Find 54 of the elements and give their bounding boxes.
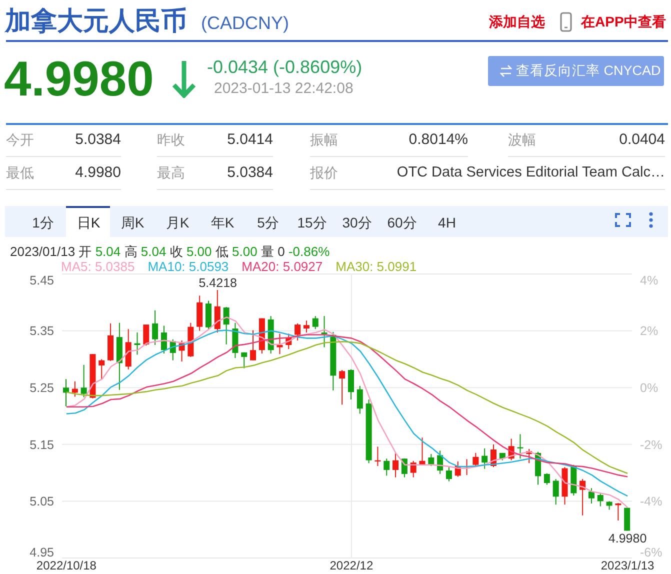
text: 在APP中查看 xyxy=(581,14,666,30)
x-tick-label: 2023/1/13 xyxy=(600,558,655,573)
text: 最低 xyxy=(6,164,34,182)
text: MA5: 5.0385 xyxy=(61,258,135,274)
x-tick-label: 2022/10/18 xyxy=(36,558,97,573)
text: 0.8014% xyxy=(408,131,468,149)
text: 年K xyxy=(210,214,234,232)
text: 波幅 xyxy=(508,132,536,148)
text: 查看反向汇率 CNYCAD xyxy=(516,62,661,80)
text: 周K xyxy=(120,214,144,232)
text: 今开 xyxy=(6,132,34,148)
text: -0.0434 (-0.8609%) xyxy=(207,57,362,79)
text: 加拿大元人民币 xyxy=(5,5,187,37)
annotation: 5.4218 xyxy=(198,276,238,290)
y-tick-label: 5.35 xyxy=(30,324,54,338)
text: 15分 xyxy=(297,214,327,232)
text: MA10: 5.0593 xyxy=(148,258,229,274)
text: 最高 xyxy=(157,164,185,182)
text: 30分 xyxy=(342,214,372,232)
text: 振幅 xyxy=(310,132,338,148)
text: 4H xyxy=(438,214,456,232)
text: 5.0414 xyxy=(227,131,273,149)
y2-tick-label: 4% xyxy=(640,274,658,288)
text: 月K xyxy=(166,214,190,232)
text: 昨收 xyxy=(157,132,185,148)
text: OTC Data Services Editorial Team Calc… xyxy=(396,164,665,182)
y2-tick-label: -4% xyxy=(640,494,662,509)
text: 添加自选 xyxy=(489,14,545,30)
text: (CADCNY) xyxy=(201,13,289,35)
y2-tick-label: 0% xyxy=(640,381,658,395)
x-tick-label: 2022/12 xyxy=(330,558,374,573)
text: 5.0384 xyxy=(75,131,121,149)
y-tick-label: 5.05 xyxy=(30,494,54,509)
text: 4.9980 xyxy=(75,164,121,182)
text: MA20: 5.0927 xyxy=(242,258,323,274)
text: 2023-01-13 22:42:08 xyxy=(214,80,354,98)
annotation: 4.9980 xyxy=(608,532,647,546)
text: 2023/01/13 开 5.04 高 5.04 收 5.00 低 5.00 量 0 -0.86% xyxy=(10,244,330,260)
text: 4.9980 xyxy=(4,52,154,109)
y2-tick-label: -6% xyxy=(640,546,662,560)
y-tick-label: 4.95 xyxy=(30,546,54,560)
text: 报价 xyxy=(310,164,338,182)
y-tick-label: 5.45 xyxy=(30,274,54,288)
text: 日K xyxy=(76,214,100,232)
y-tick-label: 5.25 xyxy=(30,381,54,395)
text: 0.0404 xyxy=(619,131,665,149)
y-tick-label: 5.15 xyxy=(30,438,54,452)
text: MA30: 5.0991 xyxy=(336,258,417,274)
text: 5.0384 xyxy=(227,164,273,182)
y2-tick-label: -2% xyxy=(640,438,662,452)
y2-tick-label: 2% xyxy=(640,324,658,338)
text: 1分 xyxy=(32,214,54,232)
text: 60分 xyxy=(387,214,417,232)
text: 5分 xyxy=(257,214,279,232)
